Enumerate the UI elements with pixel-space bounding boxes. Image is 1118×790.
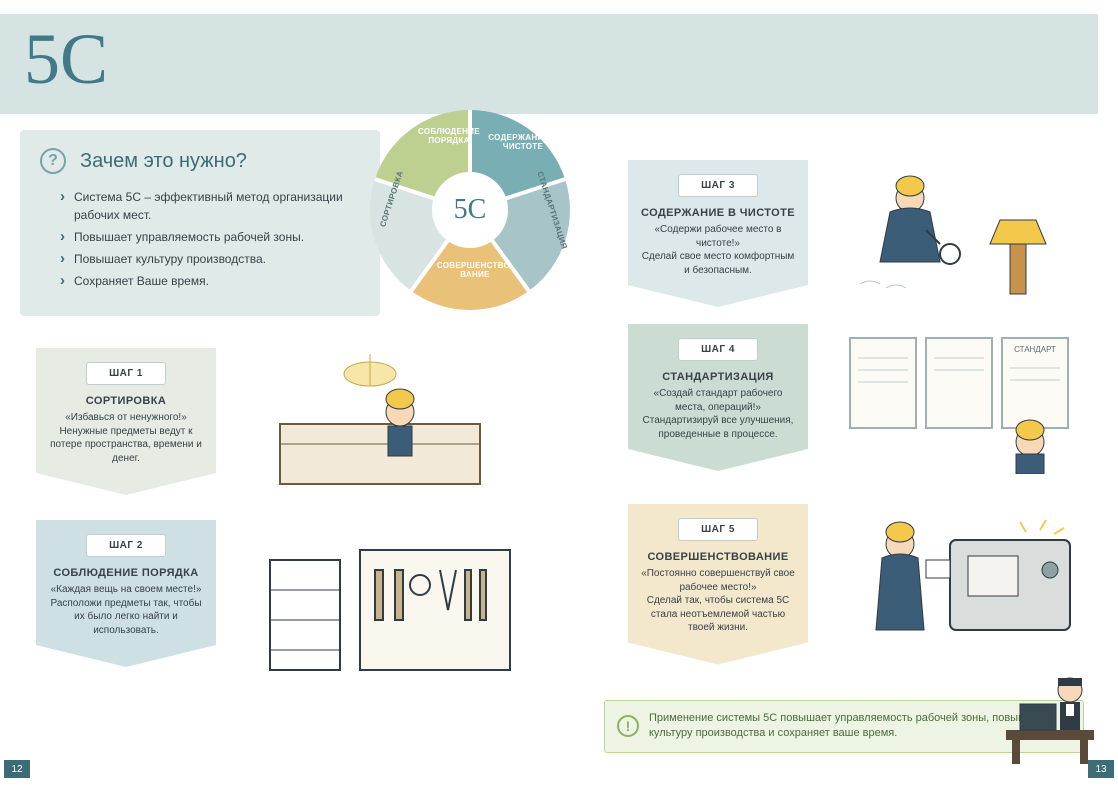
intro-box: ? Зачем это нужно? Система 5С – эффектив… (20, 130, 380, 316)
step-title: СТАНДАРТИЗАЦИЯ (640, 371, 796, 383)
step-title: СОРТИРОВКА (48, 395, 204, 407)
donut-seg-label: СОБЛЮДЕНИЕ ПОРЯДКА (414, 128, 484, 146)
step-body: «Создай стандарт рабочего места, операци… (640, 387, 796, 441)
step-block: ШАГ 5 СОВЕРШЕНСТВОВАНИЕ «Постоянно соверше… (628, 504, 808, 665)
donut-seg-label: СОВЕРШЕНСТВО-ВАНИЕ (430, 262, 520, 280)
order-illustration (250, 530, 530, 680)
desk-person-illustration (1000, 660, 1100, 770)
step-body: «Избавься от ненужного!»Ненужные предмет… (48, 411, 204, 465)
step-body: «Каждая вещь на своем месте!»Расположи п… (48, 583, 204, 637)
step-body: «Содержи рабочее место в чистоте!»Сделай… (640, 223, 796, 277)
donut-center-label: 5С (432, 172, 508, 248)
step-body: «Постоянно совершенствуй свое рабочее ме… (640, 567, 796, 635)
donut-seg-label: СОДЕРЖАНИЕ В ЧИСТОТЕ (488, 134, 558, 152)
donut-chart: 5С СОБЛЮДЕНИЕ ПОРЯДКА СОДЕРЖАНИЕ В ЧИСТО… (360, 100, 580, 320)
intro-bullet: Повышает культуру производства. (74, 250, 360, 268)
svg-text:СТАНДАРТ: СТАНДАРТ (1014, 345, 1056, 354)
step-block: ШАГ 3 СОДЕРЖАНИЕ В ЧИСТОТЕ «Содержи рабоче… (628, 160, 808, 307)
improve-illustration (840, 500, 1090, 650)
intro-heading: Зачем это нужно? (80, 150, 247, 173)
step-title: СОДЕРЖАНИЕ В ЧИСТОТЕ (640, 207, 796, 219)
intro-bullet: Повышает управляемость рабочей зоны. (74, 228, 360, 246)
intro-bullet: Сохраняет Ваше время. (74, 272, 360, 290)
intro-list: Система 5С – эффективный метод организац… (40, 188, 360, 290)
header-band (0, 14, 1098, 114)
step-title: СОВЕРШЕНСТВОВАНИЕ (640, 551, 796, 563)
takeaway-text: Применение системы 5С повышает управляем… (649, 712, 1044, 739)
step-badge: ШАГ 2 (86, 534, 166, 557)
intro-bullet: Система 5С – эффективный метод организац… (74, 188, 360, 224)
step-badge: ШАГ 5 (678, 518, 758, 541)
step-block: ШАГ 1 СОРТИРОВКА «Избавься от ненужного!»Н… (36, 348, 216, 495)
exclamation-icon: ! (617, 715, 639, 737)
cleaning-illustration (840, 154, 1090, 304)
standard-illustration: СТАНДАРТ (840, 324, 1090, 474)
step-block: ШАГ 2 СОБЛЮДЕНИЕ ПОРЯДКА «Каждая вещь на с… (36, 520, 216, 667)
step-title: СОБЛЮДЕНИЕ ПОРЯДКА (48, 567, 204, 579)
sorting-illustration (250, 354, 530, 504)
step-badge: ШАГ 1 (86, 362, 166, 385)
page-title: 5С (24, 18, 108, 101)
step-badge: ШАГ 4 (678, 338, 758, 361)
page-number-left: 12 (4, 760, 30, 778)
question-icon: ? (40, 148, 66, 174)
step-block: ШАГ 4 СТАНДАРТИЗАЦИЯ «Создай стандарт рабо… (628, 324, 808, 471)
step-badge: ШАГ 3 (678, 174, 758, 197)
